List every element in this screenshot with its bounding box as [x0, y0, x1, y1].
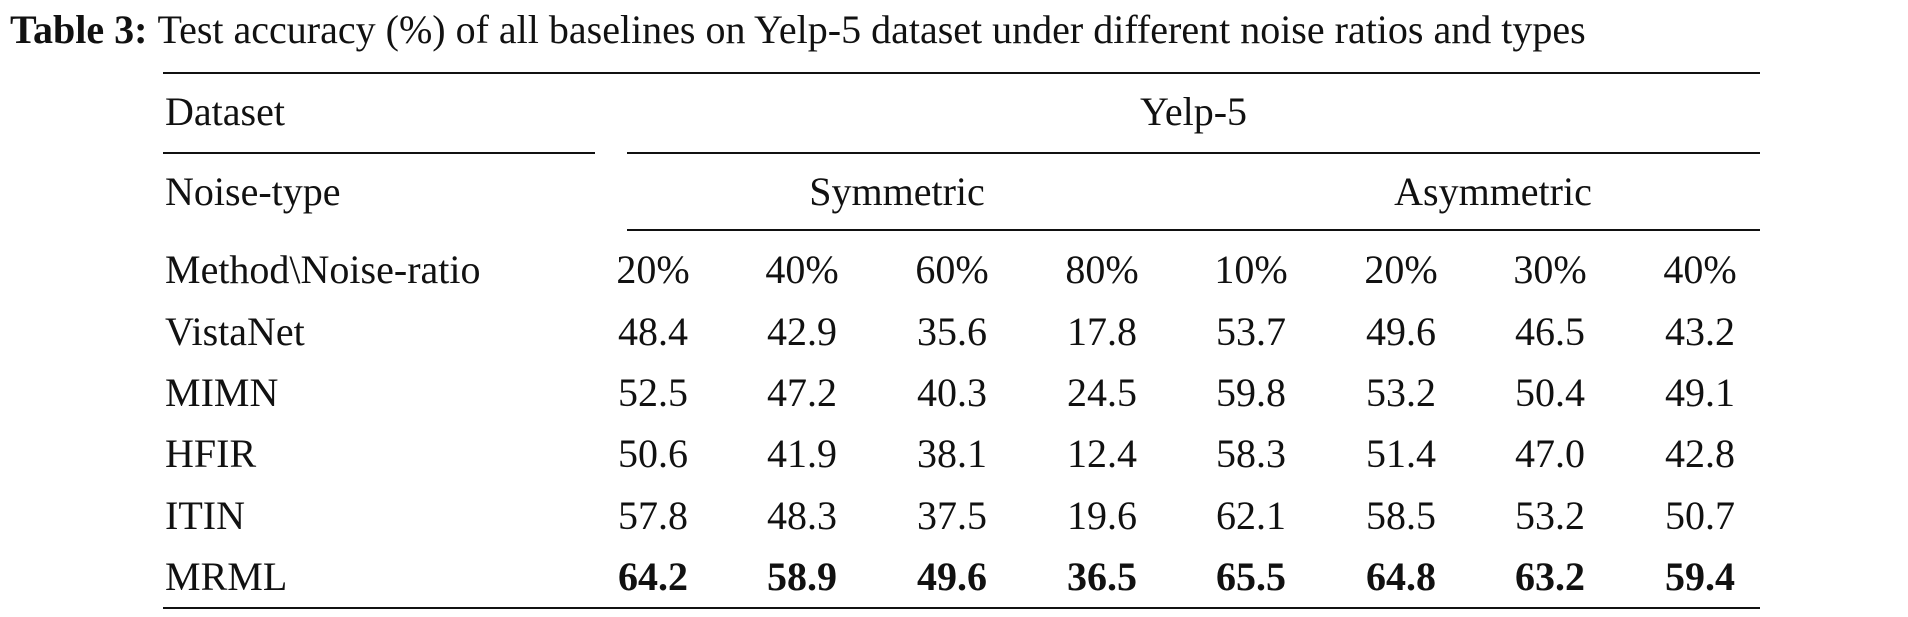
noise-ratio-header: 80% — [1065, 247, 1139, 292]
noise-type-symmetric: Symmetric — [809, 169, 985, 214]
value-cell: 35.6 — [917, 309, 987, 354]
dataset-underline-left — [163, 152, 595, 154]
best-value-cell: 59.4 — [1665, 554, 1735, 599]
value-cell: 43.2 — [1665, 309, 1735, 354]
top-rule — [163, 72, 1760, 74]
value-cell: 49.6 — [1366, 309, 1436, 354]
value-cell: 58.5 — [1366, 493, 1436, 538]
noise-type-underline — [627, 229, 1760, 231]
best-value-cell: 36.5 — [1067, 554, 1137, 599]
value-cell: 42.9 — [767, 309, 837, 354]
value-cell: 53.7 — [1216, 309, 1286, 354]
value-cell: 53.2 — [1515, 493, 1585, 538]
noise-ratio-header: 20% — [1364, 247, 1438, 292]
dataset-label: Dataset — [165, 89, 285, 134]
noise-ratio-header: 40% — [1663, 247, 1737, 292]
value-cell: 50.4 — [1515, 370, 1585, 415]
best-value-cell: 49.6 — [917, 554, 987, 599]
value-cell: 51.4 — [1366, 431, 1436, 476]
bottom-rule — [163, 607, 1760, 609]
value-cell: 48.3 — [767, 493, 837, 538]
method-name: MRML — [165, 554, 288, 599]
method-header: Method\Noise-ratio — [165, 247, 481, 292]
noise-type-label: Noise-type — [165, 169, 341, 214]
caption-text: Test accuracy (%) of all baselines on Ye… — [157, 7, 1586, 52]
noise-ratio-header: 30% — [1513, 247, 1587, 292]
value-cell: 52.5 — [618, 370, 688, 415]
value-cell: 62.1 — [1216, 493, 1286, 538]
dataset-value: Yelp-5 — [1139, 89, 1248, 134]
value-cell: 38.1 — [917, 431, 987, 476]
value-cell: 46.5 — [1515, 309, 1585, 354]
best-value-cell: 65.5 — [1216, 554, 1286, 599]
noise-ratio-header: 20% — [616, 247, 690, 292]
value-cell: 19.6 — [1067, 493, 1137, 538]
caption-label: Table 3: — [10, 7, 148, 52]
value-cell: 12.4 — [1067, 431, 1137, 476]
noise-ratio-header: 60% — [915, 247, 989, 292]
method-name: ITIN — [165, 493, 245, 538]
noise-type-asymmetric: Asymmetric — [1394, 169, 1592, 214]
value-cell: 48.4 — [618, 309, 688, 354]
noise-ratio-header: 40% — [765, 247, 839, 292]
dataset-underline-right — [627, 152, 1760, 154]
best-value-cell: 64.2 — [618, 554, 688, 599]
best-value-cell: 63.2 — [1515, 554, 1585, 599]
value-cell: 47.0 — [1515, 431, 1585, 476]
method-name: VistaNet — [165, 309, 305, 354]
value-cell: 41.9 — [767, 431, 837, 476]
value-cell: 58.3 — [1216, 431, 1286, 476]
value-cell: 50.7 — [1665, 493, 1735, 538]
noise-ratio-header: 10% — [1214, 247, 1288, 292]
value-cell: 24.5 — [1067, 370, 1137, 415]
value-cell: 42.8 — [1665, 431, 1735, 476]
value-cell: 47.2 — [767, 370, 837, 415]
best-value-cell: 58.9 — [767, 554, 837, 599]
method-name: HFIR — [165, 431, 257, 476]
value-cell: 53.2 — [1366, 370, 1436, 415]
value-cell: 40.3 — [917, 370, 987, 415]
best-value-cell: 64.8 — [1366, 554, 1436, 599]
value-cell: 37.5 — [917, 493, 987, 538]
value-cell: 17.8 — [1067, 309, 1137, 354]
value-cell: 59.8 — [1216, 370, 1286, 415]
value-cell: 57.8 — [618, 493, 688, 538]
value-cell: 49.1 — [1665, 370, 1735, 415]
value-cell: 50.6 — [618, 431, 688, 476]
table-caption: Table 3: Test accuracy (%) of all baselin… — [10, 6, 1900, 54]
method-name: MIMN — [165, 370, 279, 415]
